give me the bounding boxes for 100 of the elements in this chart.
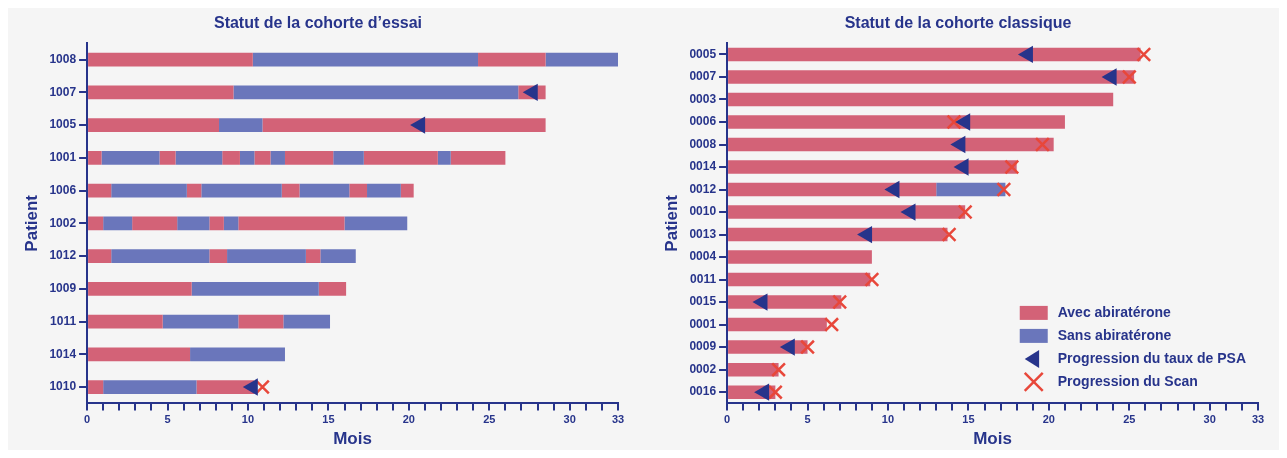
bar: [349, 183, 368, 198]
y-tick-label: 0004: [689, 249, 717, 264]
bar: [252, 52, 479, 67]
bar: [238, 314, 284, 329]
bar: [239, 150, 255, 165]
point: [946, 114, 962, 130]
y-tick-label: 1007: [49, 84, 77, 99]
bar: [333, 150, 364, 165]
bar: [728, 205, 966, 219]
point: [941, 226, 957, 243]
bar: [227, 249, 306, 263]
bar: [191, 281, 319, 296]
point: [410, 116, 426, 134]
y-tick-label: 1012: [49, 248, 77, 263]
y-tick-label: 1011: [50, 313, 77, 328]
bar: [478, 52, 546, 67]
point: [996, 181, 1012, 198]
y-tick-label: 0013: [689, 226, 717, 241]
x-tick-label: 10: [241, 413, 255, 426]
bar: [545, 52, 618, 67]
point: [950, 135, 966, 154]
point: [754, 383, 770, 401]
x-tick-label: 25: [483, 413, 496, 426]
bar: [88, 85, 234, 100]
bar: [222, 150, 240, 165]
legend-label: Sans abiratérone: [1057, 326, 1172, 343]
bar: [254, 150, 271, 165]
y-tick-label: 1008: [49, 51, 77, 66]
bar: [233, 85, 519, 100]
y-tick-label: 1010: [49, 379, 77, 394]
bar: [88, 281, 192, 296]
y-tick-label: 0014: [689, 159, 717, 174]
bar: [88, 380, 104, 394]
x-tick-label: 33: [611, 413, 625, 426]
bar: [936, 182, 1006, 197]
y-axis-title: Patient: [21, 194, 41, 252]
point: [900, 203, 916, 221]
bar: [450, 150, 506, 165]
bar: [728, 115, 1065, 129]
bar: [159, 150, 176, 165]
x-tick-label: 20: [402, 413, 415, 426]
bar: [88, 52, 253, 67]
y-tick-label: 0006: [689, 114, 717, 129]
point: [1121, 69, 1137, 85]
bar: [320, 249, 356, 263]
y-tick-label: 0016: [689, 384, 717, 399]
bar: [262, 118, 546, 132]
y-tick-label: 0003: [689, 91, 717, 106]
bar: [728, 250, 872, 264]
point: [884, 180, 900, 199]
y-tick-label: 0010: [689, 204, 717, 219]
y-tick-label: 0015: [689, 294, 717, 309]
x-tick-label: 15: [322, 413, 335, 426]
bar: [209, 249, 228, 263]
bar: [103, 380, 197, 394]
bar: [270, 150, 285, 165]
y-tick-label: 1014: [49, 346, 77, 361]
point: [832, 294, 848, 310]
x-tick-label: 5: [164, 413, 171, 426]
bar: [219, 118, 263, 132]
point: [770, 362, 787, 378]
bar: [367, 183, 401, 198]
y-tick-label: 1006: [49, 182, 77, 197]
x-tick-label: 0: [724, 413, 731, 426]
bar: [88, 150, 102, 165]
bar: [363, 150, 438, 165]
bar: [728, 92, 1114, 107]
legend-label: Progression du Scan: [1057, 372, 1198, 389]
bar: [177, 216, 210, 231]
y-tick-label: 0007: [689, 69, 717, 84]
bar: [728, 317, 827, 332]
point: [522, 83, 538, 101]
point: [864, 271, 880, 288]
point: [1034, 136, 1051, 153]
y-tick-label: 1005: [49, 117, 77, 132]
y-tick-label: 1009: [49, 281, 77, 296]
x-tick-label: 33: [1251, 413, 1265, 426]
point: [957, 204, 973, 220]
point: [779, 338, 795, 356]
x-tick-label: 0: [84, 413, 91, 426]
bar: [88, 216, 104, 231]
bar: [728, 272, 871, 287]
y-tick-label: 0009: [689, 339, 717, 354]
bar: [344, 216, 408, 231]
x-axis-title: Mois: [973, 429, 1012, 449]
bar: [281, 183, 300, 198]
y-tick-label: 0002: [689, 361, 717, 376]
y-axis-title: Patient: [661, 194, 681, 252]
bar: [186, 183, 202, 198]
x-tick-label: 5: [804, 413, 811, 426]
chart-title: Statut de la cohorte d’essai: [213, 14, 423, 32]
bar: [201, 183, 282, 198]
point: [799, 339, 816, 355]
point: [824, 316, 840, 333]
y-tick-label: 1001: [49, 150, 77, 165]
chart-title: Statut de la cohorte classique: [844, 14, 1072, 32]
bar: [728, 227, 948, 242]
bar: [196, 380, 255, 394]
bar: [283, 314, 331, 329]
bar: [88, 314, 163, 329]
